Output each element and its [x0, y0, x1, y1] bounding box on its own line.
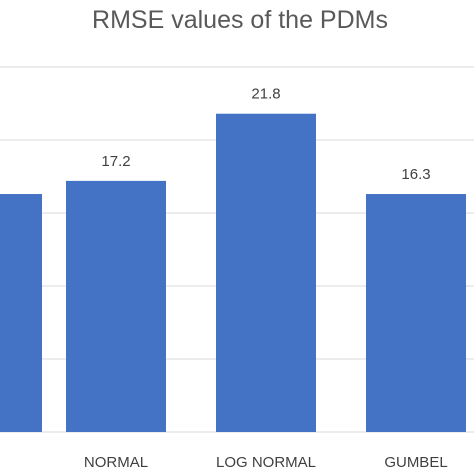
data-label: 17.2: [101, 153, 130, 170]
data-label: 16.3: [401, 166, 430, 183]
x-tick-label: LOG NORMAL: [216, 454, 316, 471]
data-label: 21.8: [251, 86, 280, 103]
x-tick-label: GUMBEL: [384, 454, 447, 471]
x-axis-tick-labels: NORMAL LOG NORMAL GUMBEL: [84, 454, 448, 471]
bar-log-normal: [216, 113, 316, 432]
data-labels: 17.2 21.8 16.3: [101, 86, 430, 183]
bar-partial: [0, 194, 42, 432]
bars: [0, 113, 466, 432]
bar-normal: [66, 180, 166, 432]
chart-title: RMSE values of the PDMs: [92, 6, 388, 34]
x-tick-label: NORMAL: [84, 454, 148, 471]
bar-gumbel: [366, 194, 466, 432]
